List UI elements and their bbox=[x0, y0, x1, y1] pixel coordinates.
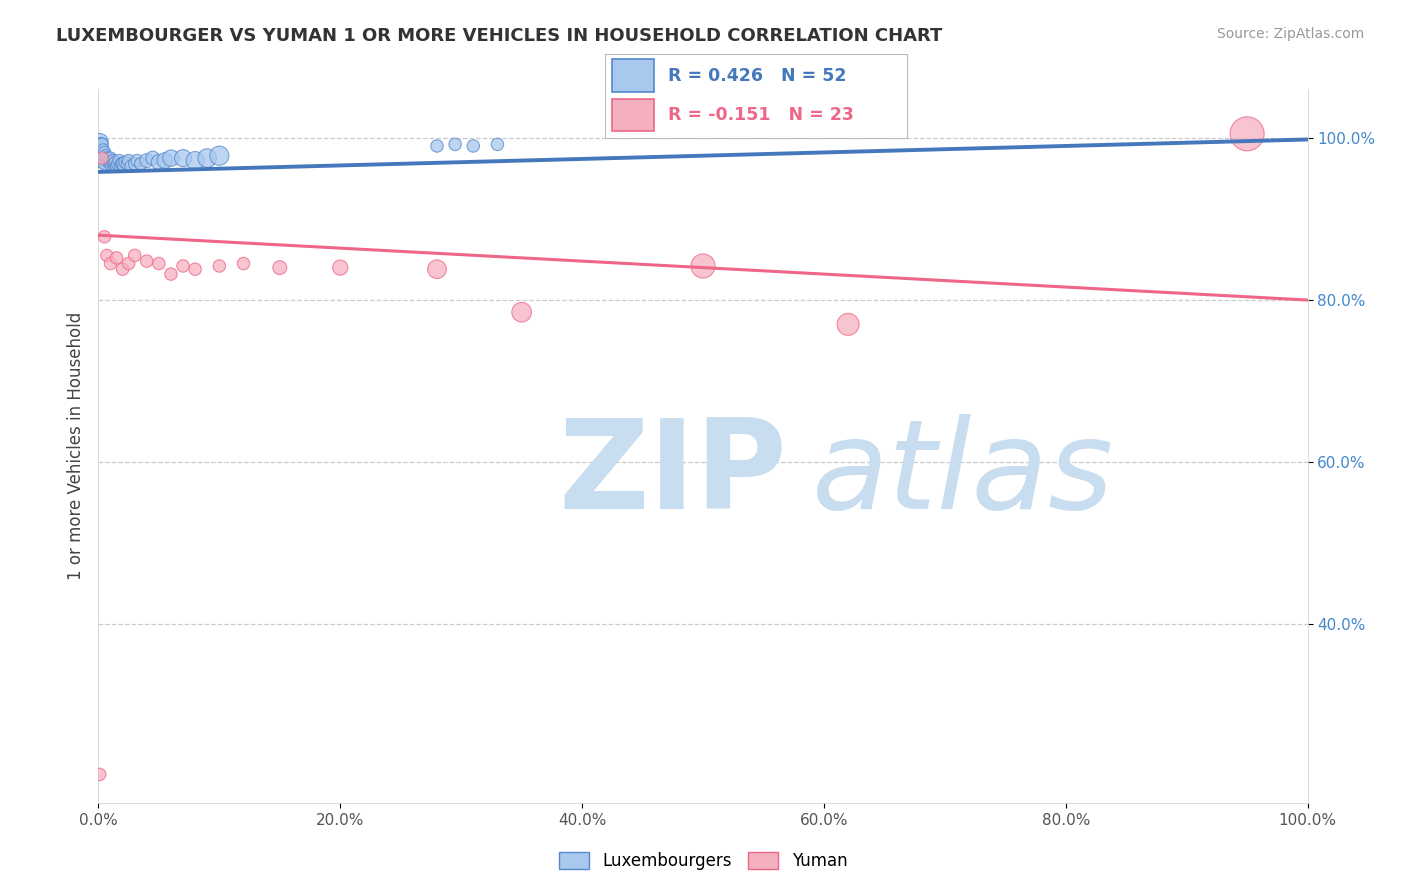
Point bbox=[96, 248, 118, 262]
Point bbox=[148, 256, 170, 270]
Point bbox=[96, 153, 118, 168]
Point bbox=[91, 155, 114, 169]
Point bbox=[100, 256, 122, 270]
Point bbox=[101, 153, 124, 168]
Point bbox=[100, 151, 122, 165]
Point bbox=[124, 157, 146, 171]
Point bbox=[108, 153, 131, 168]
Point bbox=[98, 155, 121, 169]
Point bbox=[135, 254, 157, 268]
Point bbox=[195, 151, 218, 165]
Point bbox=[184, 262, 207, 277]
Text: atlas: atlas bbox=[811, 414, 1114, 535]
Point bbox=[837, 318, 859, 332]
Point bbox=[93, 145, 115, 160]
Point bbox=[463, 139, 485, 153]
Point bbox=[208, 259, 231, 273]
Point bbox=[1236, 127, 1258, 141]
Point bbox=[91, 155, 114, 169]
Point bbox=[426, 139, 449, 153]
Point bbox=[89, 140, 111, 154]
Point bbox=[142, 151, 165, 165]
Point bbox=[100, 155, 122, 169]
Point bbox=[329, 260, 352, 275]
Point bbox=[107, 157, 129, 171]
Point bbox=[91, 151, 114, 165]
Legend: Luxembourgers, Yuman: Luxembourgers, Yuman bbox=[553, 845, 853, 877]
Point bbox=[232, 256, 254, 270]
Point bbox=[117, 157, 139, 171]
Point bbox=[94, 149, 117, 163]
Point bbox=[103, 157, 125, 171]
Point bbox=[426, 262, 449, 277]
Text: R = -0.151   N = 23: R = -0.151 N = 23 bbox=[668, 106, 853, 124]
Point bbox=[110, 157, 132, 171]
Point bbox=[100, 157, 122, 171]
Point bbox=[486, 137, 509, 152]
Point bbox=[112, 159, 135, 173]
Point bbox=[105, 159, 128, 173]
Point bbox=[91, 151, 114, 165]
Point bbox=[692, 259, 714, 273]
Point bbox=[93, 157, 115, 171]
Text: LUXEMBOURGER VS YUMAN 1 OR MORE VEHICLES IN HOUSEHOLD CORRELATION CHART: LUXEMBOURGER VS YUMAN 1 OR MORE VEHICLES… bbox=[56, 27, 942, 45]
Point bbox=[269, 260, 291, 275]
Point bbox=[129, 157, 152, 171]
Point bbox=[114, 155, 136, 169]
Point bbox=[90, 137, 112, 152]
Point bbox=[444, 137, 467, 152]
Point bbox=[111, 262, 134, 277]
Point bbox=[91, 147, 114, 161]
Point bbox=[90, 149, 112, 163]
Text: ZIP: ZIP bbox=[558, 414, 786, 535]
Point bbox=[94, 151, 117, 165]
Point bbox=[104, 155, 127, 169]
Point bbox=[108, 159, 131, 173]
Point bbox=[208, 149, 231, 163]
Point bbox=[91, 143, 114, 157]
Point bbox=[93, 229, 115, 244]
Point bbox=[160, 267, 183, 281]
Point bbox=[172, 151, 194, 165]
Point bbox=[120, 159, 142, 173]
Point bbox=[111, 157, 134, 171]
Point bbox=[184, 153, 207, 168]
FancyBboxPatch shape bbox=[612, 60, 654, 92]
Point bbox=[510, 305, 533, 319]
Point bbox=[91, 137, 114, 152]
Point bbox=[160, 151, 183, 165]
Point bbox=[153, 153, 176, 168]
FancyBboxPatch shape bbox=[612, 99, 654, 131]
Point bbox=[90, 143, 112, 157]
Point bbox=[91, 149, 114, 163]
Point bbox=[148, 155, 170, 169]
Point bbox=[89, 135, 111, 149]
Point bbox=[135, 153, 157, 168]
Point bbox=[97, 151, 120, 165]
Point bbox=[172, 259, 194, 273]
Text: Source: ZipAtlas.com: Source: ZipAtlas.com bbox=[1216, 27, 1364, 41]
Point bbox=[118, 153, 141, 168]
Point bbox=[105, 251, 128, 265]
Point bbox=[118, 256, 141, 270]
Point bbox=[127, 153, 149, 168]
Point bbox=[89, 767, 111, 781]
Y-axis label: 1 or more Vehicles in Household: 1 or more Vehicles in Household bbox=[66, 312, 84, 580]
Point bbox=[124, 248, 146, 262]
Text: R = 0.426   N = 52: R = 0.426 N = 52 bbox=[668, 67, 846, 85]
